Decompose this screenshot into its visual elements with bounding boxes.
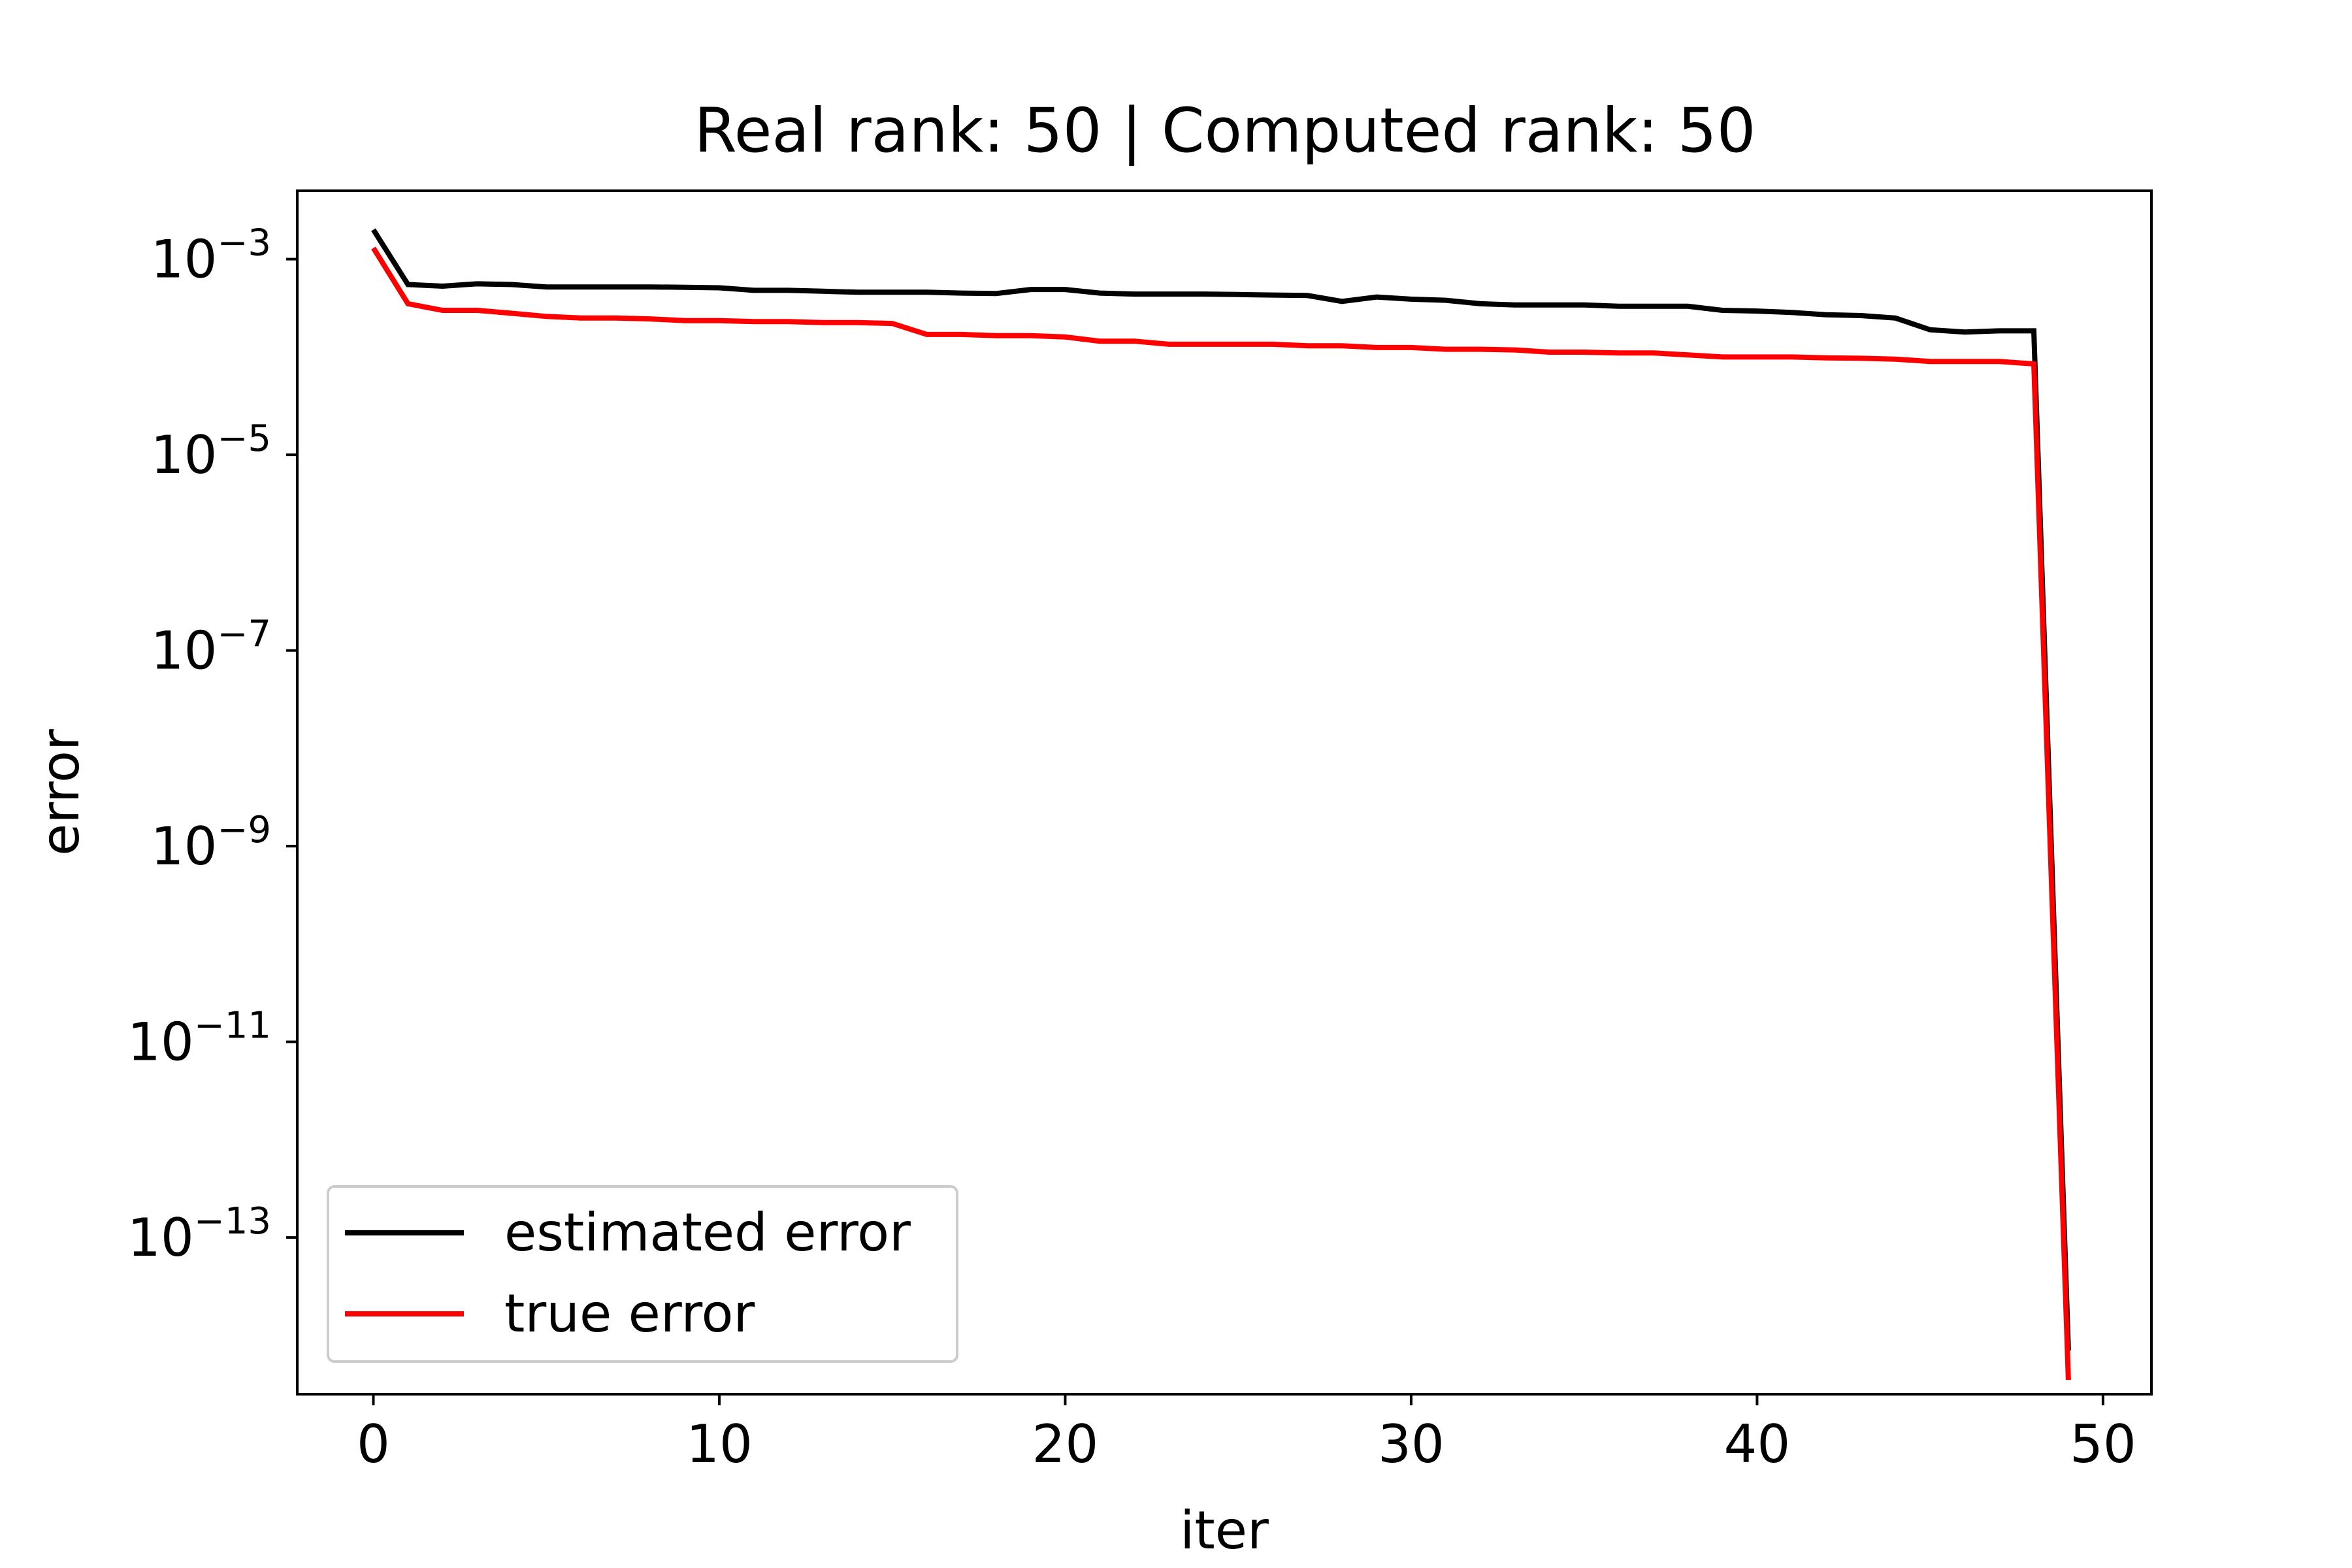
legend: estimated error true error <box>327 1185 958 1363</box>
x-tick-label: 50 <box>2070 1414 2136 1475</box>
axes-frame <box>296 189 2153 1396</box>
series-line-estimated-error <box>371 228 2071 1351</box>
y-tick-label: 10−7 <box>151 613 271 681</box>
chart-title: Real rank: 50 | Computed rank: 50 <box>694 95 1756 167</box>
x-tick-label: 30 <box>1378 1414 1445 1475</box>
x-tick-label: 10 <box>686 1414 753 1475</box>
y-tick-label: 10−11 <box>127 1005 271 1073</box>
plot-area <box>371 228 2071 1380</box>
y-tick-label: 10−5 <box>151 417 271 485</box>
x-tick-label: 40 <box>1723 1414 1790 1475</box>
x-tick-label: 0 <box>357 1414 390 1475</box>
x-axis-ticks: 0 10 20 30 40 50 <box>357 1394 2136 1475</box>
series-line-true-error <box>371 246 2071 1380</box>
y-tick-label: 10−13 <box>127 1200 271 1268</box>
legend-box <box>327 1185 958 1363</box>
y-tick-label: 10−3 <box>151 222 271 290</box>
x-tick-label: 20 <box>1032 1414 1099 1475</box>
y-tick-label: 10−9 <box>151 809 271 877</box>
x-axis-label: iter <box>1180 1500 1269 1561</box>
legend-label-estimated-error: estimated error <box>504 1202 911 1263</box>
legend-label-true-error: true error <box>504 1283 755 1344</box>
y-axis-label: error <box>30 729 91 856</box>
y-axis-ticks: 10−3 10−5 10−7 10−9 10−11 10−13 <box>127 222 297 1268</box>
